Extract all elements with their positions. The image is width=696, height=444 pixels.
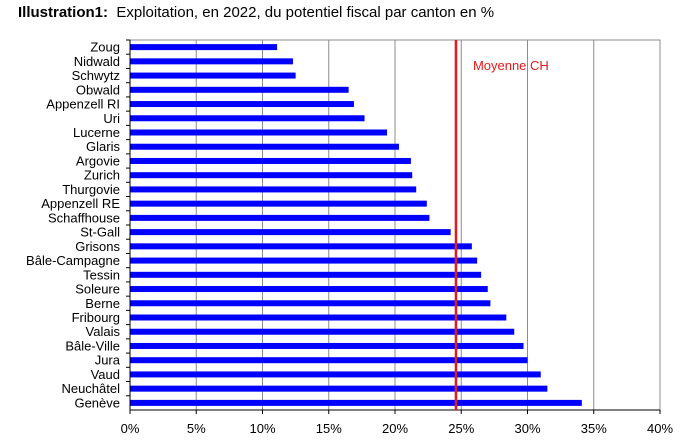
- category-label: Zurich: [84, 168, 120, 183]
- bar: [130, 399, 582, 406]
- x-tick-label: 30%: [514, 421, 540, 436]
- bar: [130, 101, 354, 108]
- category-label: Schaffhouse: [48, 210, 120, 225]
- category-label: Genève: [74, 395, 120, 410]
- bar: [130, 172, 413, 179]
- category-label: Berne: [85, 296, 120, 311]
- bar: [130, 229, 451, 236]
- x-tick-label: 25%: [448, 421, 474, 436]
- bar: [130, 157, 411, 164]
- category-label: Schwytz: [72, 68, 120, 83]
- category-label: Thurgovie: [62, 182, 120, 197]
- category-label: Appenzell RE: [41, 196, 120, 211]
- category-label: Fribourg: [72, 310, 120, 325]
- category-label: Vaud: [91, 367, 120, 382]
- reference-label: Moyenne CH: [473, 58, 549, 73]
- bar: [130, 200, 427, 207]
- category-label: Bâle-Ville: [65, 338, 120, 353]
- x-tick-label: 20%: [382, 421, 408, 436]
- x-tick-label: 35%: [581, 421, 607, 436]
- bar: [130, 115, 365, 122]
- bar: [130, 214, 430, 221]
- x-tick-label: 15%: [316, 421, 342, 436]
- bar: [130, 143, 399, 150]
- category-label: Zoug: [90, 40, 120, 55]
- category-label: Bâle-Campagne: [26, 253, 120, 268]
- x-tick-label: 40%: [647, 421, 673, 436]
- bar: [130, 328, 515, 335]
- category-label: Argovie: [76, 153, 120, 168]
- bar: [130, 357, 528, 364]
- category-label: Nidwald: [74, 54, 120, 69]
- bar: [130, 44, 278, 51]
- bar: [130, 385, 548, 392]
- category-label: Uri: [103, 111, 120, 126]
- bar: [130, 286, 488, 293]
- title-number: Illustration1:: [18, 4, 109, 21]
- x-tick-label: 5%: [187, 421, 206, 436]
- bar: [130, 58, 293, 65]
- x-tick-label: 0%: [121, 421, 140, 436]
- chart-title: Illustration1: Exploitation, en 2022, du…: [18, 4, 494, 21]
- category-label: Appenzell RI: [46, 97, 120, 112]
- category-label: St-Gall: [80, 225, 120, 240]
- x-tick-label: 10%: [249, 421, 275, 436]
- category-label: Glaris: [86, 139, 120, 154]
- bar: [130, 129, 388, 136]
- category-label: Valais: [86, 324, 121, 339]
- category-label: Lucerne: [73, 125, 120, 140]
- bar: [130, 257, 478, 264]
- bar: [130, 271, 482, 278]
- bar: [130, 342, 524, 349]
- category-label: Tessin: [83, 267, 120, 282]
- category-label: Soleure: [75, 282, 120, 297]
- bar: [130, 186, 417, 193]
- category-label: Jura: [95, 353, 121, 368]
- bar: [130, 86, 349, 93]
- bar: [130, 243, 472, 250]
- title-text: Exploitation, en 2022, du potentiel fisc…: [116, 4, 495, 21]
- bar: [130, 371, 541, 378]
- category-label: Obwald: [76, 82, 120, 97]
- bar: [130, 314, 507, 321]
- bar: [130, 72, 296, 79]
- category-label: Neuchâtel: [61, 381, 120, 396]
- category-label: Grisons: [75, 239, 120, 254]
- bar: [130, 300, 491, 307]
